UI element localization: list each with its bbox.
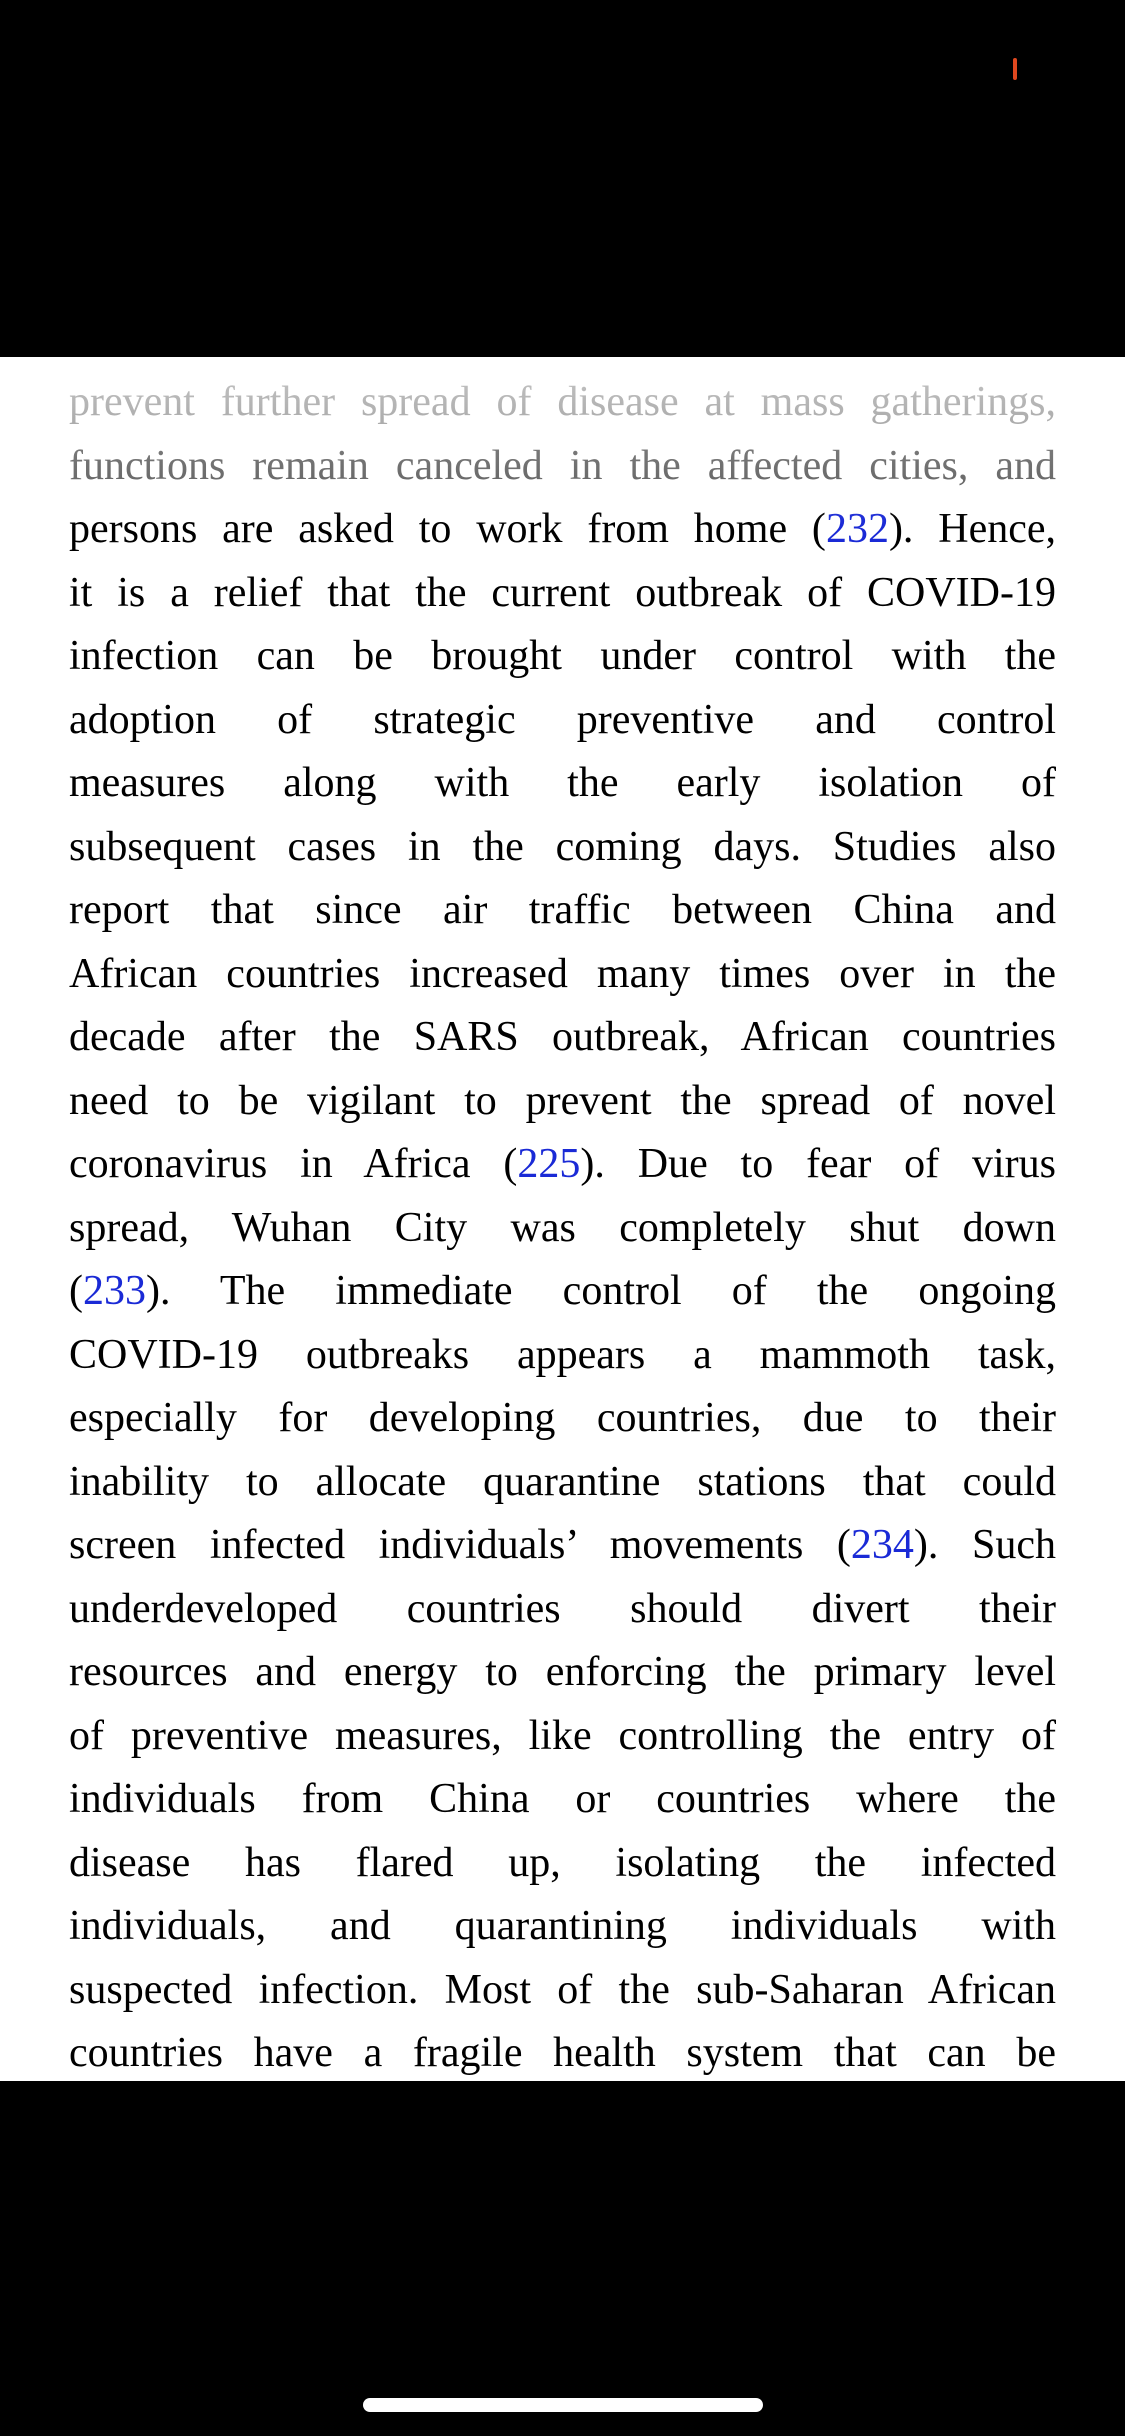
text-line: individuals from China or countries wher… — [69, 1768, 1056, 1832]
text-line: adoption of strategic preventive and con… — [69, 689, 1056, 753]
text-segment: disease has flared up, isolating the inf… — [69, 1839, 1056, 1886]
home-indicator-bar[interactable] — [363, 2398, 763, 2412]
text-line: inability to allocate quarantine station… — [69, 1451, 1056, 1515]
top-black-bar — [0, 0, 1125, 357]
text-segment: coronavirus in Africa ( — [69, 1141, 518, 1187]
text-segment: infection can be brought under control w… — [69, 633, 1056, 679]
bottom-black-bar — [0, 2081, 1125, 2436]
text-line: measures along with the early isolation … — [69, 752, 1056, 816]
text-segment: subsequent cases in the coming days. Stu… — [69, 823, 1056, 870]
text-line: resources and energy to enforcing the pr… — [69, 1641, 1056, 1705]
text-segment: inability to allocate quarantine station… — [69, 1458, 1056, 1505]
text-segment: ). The immediate control of the ongoing — [146, 1268, 1056, 1314]
text-segment: prevent further spread of disease at mas… — [69, 379, 1056, 425]
reference-link[interactable]: 234 — [850, 1522, 914, 1568]
text-line: disease has flared up, isolating the inf… — [69, 1832, 1056, 1896]
text-line: it is a relief that the current outbreak… — [69, 562, 1056, 626]
text-segment: of preventive measures, like controlling… — [69, 1712, 1056, 1759]
text-segment: ). Hence, — [888, 506, 1057, 552]
text-segment: functions remain canceled in the affecte… — [69, 442, 1056, 489]
text-line: subsequent cases in the coming days. Stu… — [69, 816, 1056, 880]
text-segment: spread, Wuhan City was completely shut d… — [69, 1204, 1056, 1251]
text-line: (233). The immediate control of the ongo… — [69, 1260, 1056, 1324]
text-segment: individuals, and quarantining individual… — [69, 1903, 1056, 1949]
text-segment: report that since air traffic between Ch… — [69, 887, 1056, 933]
text-segment: especially for developing countries, due… — [69, 1395, 1056, 1441]
text-segment: persons are asked to work from home ( — [69, 506, 826, 552]
text-line: report that since air traffic between Ch… — [69, 879, 1056, 943]
text-line: African countries increased many times o… — [69, 943, 1056, 1007]
text-line: infection can be brought under control w… — [69, 625, 1056, 689]
text-segment: ). Such — [913, 1522, 1056, 1568]
text-line: prevent further spread of disease at mas… — [69, 371, 1056, 435]
text-line: need to be vigilant to prevent the sprea… — [69, 1070, 1056, 1134]
text-segment: ). Due to fear of virus — [580, 1141, 1056, 1187]
text-segment: ( — [69, 1268, 83, 1314]
article-body: prevent further spread of disease at mas… — [69, 371, 1056, 2081]
text-line: persons are asked to work from home (232… — [69, 498, 1056, 562]
text-segment: decade after the SARS outbreak, African … — [69, 1014, 1056, 1060]
text-line: decade after the SARS outbreak, African … — [69, 1006, 1056, 1070]
text-segment: adoption of strategic preventive and con… — [69, 696, 1056, 743]
text-line: especially for developing countries, due… — [69, 1387, 1056, 1451]
reference-link[interactable]: 233 — [83, 1268, 146, 1314]
text-line: of preventive measures, like controlling… — [69, 1705, 1056, 1769]
text-segment: it is a relief that the current outbreak… — [69, 569, 1056, 616]
reader-page[interactable]: prevent further spread of disease at mas… — [0, 357, 1125, 2081]
text-segment: individuals from China or countries wher… — [69, 1776, 1056, 1822]
recording-indicator-icon — [1013, 58, 1017, 80]
text-line: coronavirus in Africa (225). Due to fear… — [69, 1133, 1056, 1197]
text-line: functions remain canceled in the affecte… — [69, 435, 1056, 499]
text-segment: need to be vigilant to prevent the sprea… — [69, 1077, 1056, 1124]
reference-link[interactable]: 225 — [517, 1141, 581, 1187]
text-segment: measures along with the early isolation … — [69, 760, 1056, 806]
text-line: spread, Wuhan City was completely shut d… — [69, 1197, 1056, 1261]
text-line: underdeveloped countries should divert t… — [69, 1578, 1056, 1642]
reference-link[interactable]: 232 — [825, 506, 889, 552]
text-segment: suspected infection. Most of the sub-Sah… — [69, 1966, 1056, 2013]
text-segment: COVID-19 outbreaks appears a mammoth tas… — [69, 1331, 1056, 1378]
text-line: suspected infection. Most of the sub-Sah… — [69, 1959, 1056, 2023]
text-segment: African countries increased many times o… — [69, 950, 1056, 997]
text-segment: resources and energy to enforcing the pr… — [69, 1649, 1056, 1695]
text-segment: screen infected individuals’ movements ( — [69, 1522, 851, 1568]
text-line: countries have a fragile health system t… — [69, 2022, 1056, 2081]
text-line: screen infected individuals’ movements (… — [69, 1514, 1056, 1578]
text-segment: underdeveloped countries should divert t… — [69, 1585, 1056, 1632]
text-line: COVID-19 outbreaks appears a mammoth tas… — [69, 1324, 1056, 1388]
text-line: individuals, and quarantining individual… — [69, 1895, 1056, 1959]
text-segment: countries have a fragile health system t… — [69, 2030, 1056, 2076]
